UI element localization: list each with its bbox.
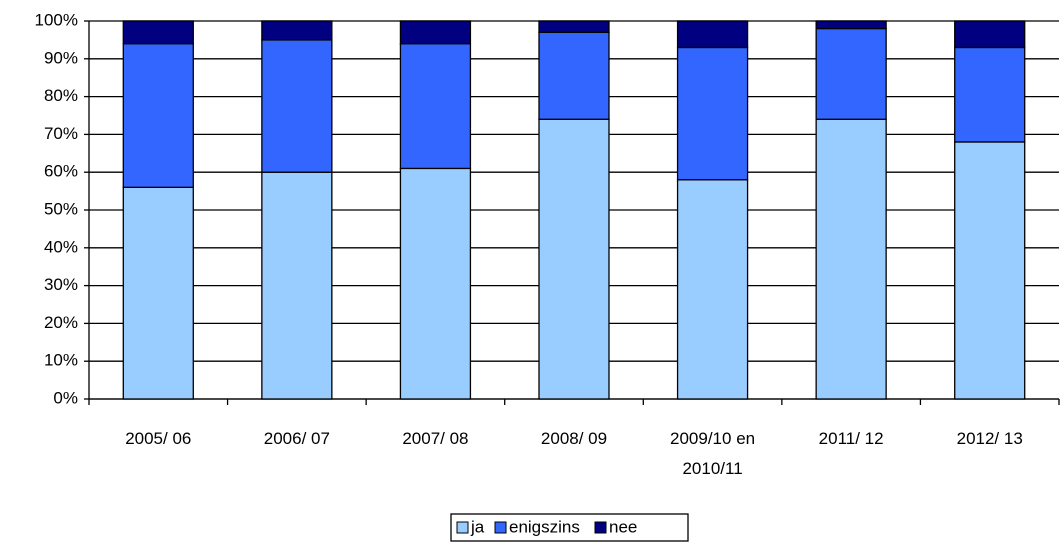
legend-box xyxy=(450,513,689,542)
bar-segment xyxy=(399,167,472,400)
y-tick-label: 10% xyxy=(44,351,78,370)
bar-segment xyxy=(399,43,472,170)
bar-segment xyxy=(954,46,1026,143)
bar-segment xyxy=(261,39,333,173)
legend-label: ja xyxy=(470,517,485,536)
y-tick-label: 30% xyxy=(44,275,78,294)
bar-segment xyxy=(815,27,887,120)
y-tick-label: 50% xyxy=(44,199,78,218)
bar-segment xyxy=(676,20,749,49)
x-tick-label: 2008/ 09 xyxy=(540,429,608,448)
bar-segment xyxy=(676,46,749,181)
legend-swatch xyxy=(594,521,607,534)
x-tick-label: 2011/ 12 xyxy=(818,429,884,448)
bar-segment xyxy=(538,118,610,400)
legend-swatch xyxy=(456,521,469,534)
bar-segment xyxy=(815,20,887,30)
bar-segment xyxy=(122,186,194,400)
x-tick-label: 2006/ 07 xyxy=(263,429,330,448)
y-tick-label: 100% xyxy=(35,10,78,29)
y-tick-label: 60% xyxy=(44,162,78,181)
x-tick-label: 2007/ 08 xyxy=(402,429,469,448)
bar-segment xyxy=(261,20,333,41)
y-tick-label: 40% xyxy=(44,237,78,256)
bar-segment xyxy=(954,141,1026,400)
bar-segment xyxy=(122,20,194,45)
legend-label: nee xyxy=(609,517,637,536)
y-tick-label: 90% xyxy=(44,48,78,67)
bar-segment xyxy=(261,171,333,400)
bar-segment xyxy=(399,20,472,45)
y-tick-label: 80% xyxy=(44,86,78,105)
y-tick-label: 0% xyxy=(53,388,78,407)
bar-segment xyxy=(954,20,1026,49)
x-tick-label: 2012/ 13 xyxy=(956,429,1023,448)
bar-segment xyxy=(815,118,887,400)
legend-label: enigszins xyxy=(509,517,580,536)
bar-segment xyxy=(676,179,749,400)
y-tick-label: 70% xyxy=(44,124,78,143)
bar-segment xyxy=(122,43,194,188)
x-tick-label: 2005/ 06 xyxy=(125,429,192,448)
y-tick-label: 20% xyxy=(44,313,78,332)
bar-segment xyxy=(538,31,610,120)
bar-segment xyxy=(538,20,610,33)
x-tick-label: 2009/10 en 2010/11 xyxy=(670,429,756,478)
legend-swatch xyxy=(494,521,507,534)
